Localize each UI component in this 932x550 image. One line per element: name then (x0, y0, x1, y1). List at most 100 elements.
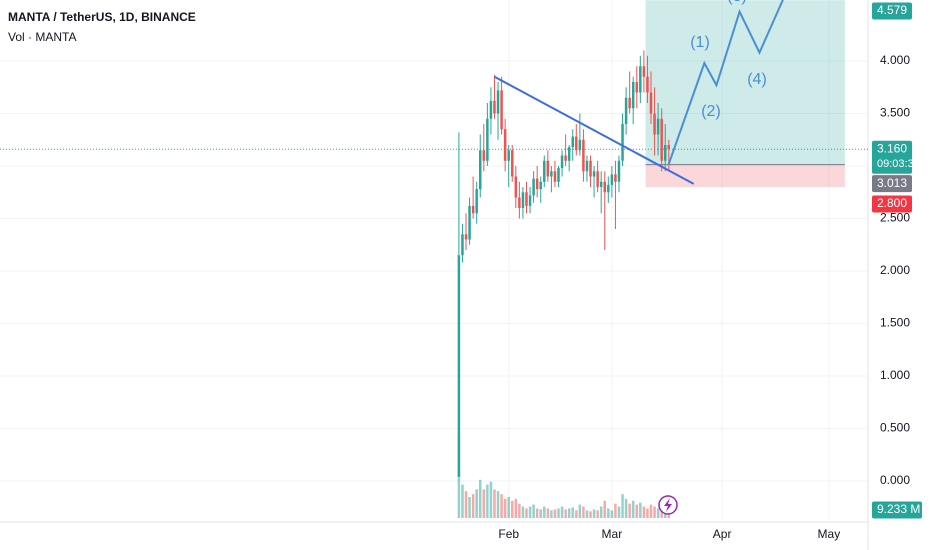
volume-bar (507, 497, 510, 518)
candle-body (532, 178, 535, 196)
target-label-box (872, 2, 912, 20)
candle-body (589, 160, 592, 177)
volume-bar (582, 506, 585, 518)
volume-bar (614, 503, 617, 518)
loss-zone (645, 164, 845, 188)
volume-bar (539, 509, 542, 518)
candle-body (560, 155, 564, 169)
volume-bar (653, 506, 656, 518)
entry-label-box (872, 175, 912, 193)
volume-bar (486, 484, 489, 518)
volume-bar (457, 436, 461, 518)
alert-icon-bolt (664, 498, 672, 512)
volume-bar (575, 510, 578, 518)
volume-bar (603, 500, 606, 518)
candle-body (507, 150, 510, 161)
volume-bar (518, 503, 521, 518)
volume-bar (571, 507, 574, 518)
x-tick-label: Feb (498, 527, 519, 541)
trendline (494, 75, 695, 185)
candle-body (582, 139, 585, 172)
wave-label: (2) (701, 103, 721, 120)
volume-bar (468, 497, 471, 518)
candle-body (635, 82, 639, 93)
stop-label-box (872, 195, 912, 213)
candle-body (500, 90, 503, 130)
candle-body (621, 124, 624, 161)
volume-title: Vol · MANTA (8, 30, 76, 44)
y-tick-label: 3.500 (880, 106, 910, 120)
candle-body (628, 97, 631, 109)
candle-body (550, 171, 553, 177)
candle-body (546, 160, 550, 177)
volume-label: 9.233 M (877, 502, 920, 516)
volume-bar (610, 510, 614, 518)
candle-body (567, 147, 571, 161)
candle-body (479, 150, 482, 190)
volume-bar (585, 510, 589, 518)
volume-bar (500, 494, 503, 518)
y-tick-label: 0.000 (880, 473, 910, 487)
volume-bar (639, 502, 642, 518)
last-price-label: 3.160 (877, 141, 907, 155)
candle-body (646, 76, 649, 93)
candle-body (599, 181, 603, 188)
candle-body (511, 150, 514, 177)
candle-body (521, 192, 525, 209)
volume-bar (525, 508, 528, 518)
volume-bar (607, 508, 610, 518)
volume-bar (553, 509, 557, 518)
volume-bar (567, 508, 571, 518)
y-tick-label: 2.500 (880, 211, 910, 225)
volume-bar (649, 504, 653, 518)
candle-body (471, 205, 475, 214)
candle-body (603, 181, 606, 193)
candle-body (539, 181, 542, 190)
volume-bar (560, 506, 564, 518)
candle-body (543, 160, 546, 182)
volume-bar (464, 491, 468, 518)
candle-body (464, 234, 468, 240)
x-tick-label: Apr (713, 527, 732, 541)
candle-body (624, 97, 628, 125)
candle-body (653, 113, 656, 135)
countdown: 09:03:39 (877, 158, 920, 170)
candle-body (585, 160, 589, 172)
candle-body (486, 118, 489, 161)
volume-bar (461, 484, 464, 518)
candle-body (617, 160, 621, 182)
y-tick-label: 1.000 (880, 368, 910, 382)
candle-body (631, 82, 635, 109)
volume-bar (646, 508, 649, 518)
candle-body (553, 171, 557, 182)
candle-body (596, 171, 599, 188)
candle-body (656, 118, 660, 135)
volume-bar (493, 489, 496, 518)
volume-bar (475, 489, 478, 518)
candle-body (663, 145, 667, 161)
wave-path (667, 0, 784, 166)
y-tick-label: 4.000 (880, 53, 910, 67)
y-tick-label: 0.500 (880, 421, 910, 435)
volume-bar (528, 506, 532, 518)
candle-body (489, 100, 493, 119)
candle-body (578, 139, 582, 151)
chart-title: MANTA / TetherUS, 1D, BINANCE (8, 10, 196, 24)
candle-body (475, 189, 478, 214)
candle-body (639, 66, 642, 93)
volume-bar (489, 481, 493, 518)
volume-bar (564, 509, 567, 518)
candle-body (607, 184, 610, 193)
volume-bar (592, 509, 596, 518)
candle-body (457, 255, 461, 477)
volume-bar (578, 504, 582, 518)
volume-bar (532, 504, 535, 518)
volume-bar (550, 510, 553, 518)
volume-bar (482, 489, 486, 518)
volume-bar (642, 506, 646, 518)
volume-bar (514, 498, 518, 518)
volume-bar (624, 498, 628, 518)
x-tick-label: May (818, 527, 841, 541)
candle-body (482, 150, 486, 161)
